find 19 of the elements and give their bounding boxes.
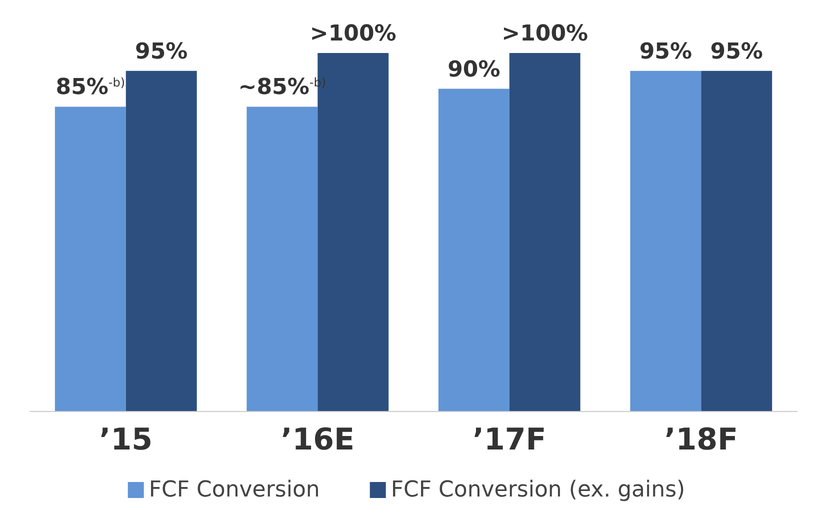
bar: [246, 106, 318, 411]
bar: [126, 70, 197, 411]
bar: [509, 53, 580, 411]
x-tick-label: ’17F: [472, 422, 546, 458]
data-label: 95%: [710, 39, 763, 64]
data-label: >100%: [310, 22, 396, 46]
legend-label: FCF Conversion: [148, 478, 320, 502]
legend-label: FCF Conversion (ex. gains): [390, 478, 686, 502]
x-tick-label: ’16E: [280, 422, 354, 458]
bar: [630, 70, 702, 411]
data-label: 90%: [448, 57, 500, 82]
data-label: >100%: [502, 22, 588, 46]
bar: [438, 88, 510, 411]
x-tick-label: ’18F: [664, 422, 738, 458]
data-label: 95%: [639, 39, 692, 64]
bar: [54, 106, 126, 411]
x-tick-label: ’15: [99, 422, 152, 458]
bar: [701, 70, 772, 411]
data-label: 95%: [135, 39, 188, 64]
